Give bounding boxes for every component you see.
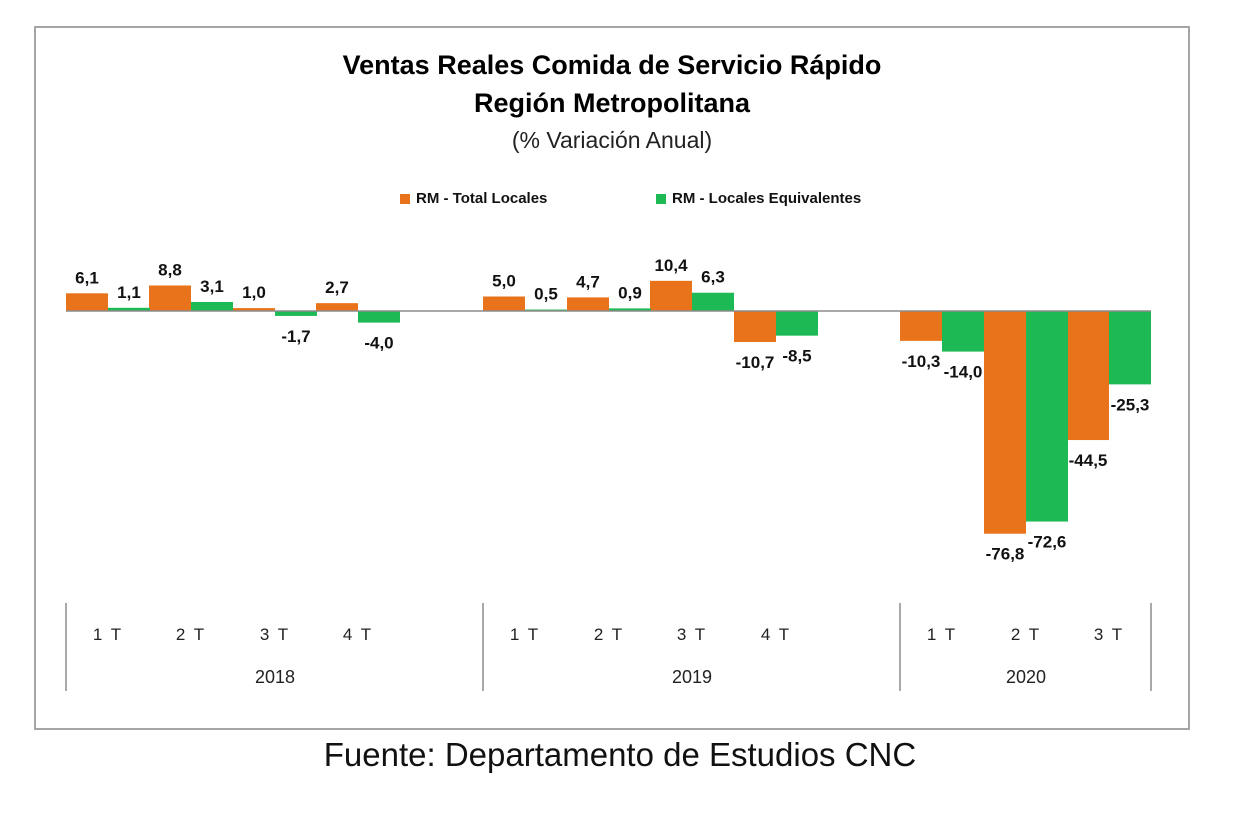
category-label-9: 1 T [927, 625, 957, 644]
data-label-s1-9: -10,3 [902, 352, 941, 371]
source-note: Fuente: Departamento de Estudios CNC [323, 736, 917, 773]
data-label-s2-1: 1,1 [117, 283, 141, 302]
legend-swatch-total-locales [400, 193, 410, 204]
bar-s1-8 [734, 311, 776, 343]
bar-s2-2 [191, 302, 233, 311]
legend-swatch-locales-equivalentes [656, 193, 666, 204]
bar-s1-3 [233, 308, 275, 311]
category-label-5: 1 T [510, 625, 540, 644]
bar-s2-1 [108, 307, 150, 311]
data-label-s1-10: -76,8 [986, 545, 1025, 564]
bar-s2-10 [1026, 311, 1068, 522]
bar-s2-7 [692, 292, 734, 311]
legend-item-locales-equivalentes: RM - Locales Equivalentes [656, 190, 861, 207]
bar-s1-4 [316, 303, 358, 311]
category-label-11: 3 T [1094, 625, 1124, 644]
legend-label-total-locales: RM - Total Locales [416, 190, 548, 207]
bar-s2-9 [942, 311, 984, 352]
year-label-2020: 2020 [1006, 667, 1046, 687]
data-label-s1-3: 1,0 [242, 283, 266, 302]
category-label-6: 2 T [594, 625, 624, 644]
chart-legend: RM - Total Locales RM - Locales Equivale… [0, 190, 1240, 210]
chart-title-block: Ventas Reales Comida de Servicio Rápido … [34, 46, 1190, 158]
data-label-s2-10: -72,6 [1028, 533, 1067, 552]
data-label-s1-11: -44,5 [1069, 451, 1108, 470]
chart-title-line2: Región Metropolitana [474, 88, 750, 118]
data-label-s2-6: 0,9 [618, 283, 642, 302]
bar-s1-9 [900, 311, 942, 341]
legend-label-locales-equivalentes: RM - Locales Equivalentes [672, 190, 862, 207]
category-label-4: 4 T [343, 625, 373, 644]
year-label-2018: 2018 [255, 667, 295, 687]
data-label-s2-3: -1,7 [281, 327, 310, 346]
data-label-s1-2: 8,8 [158, 260, 182, 279]
bar-s1-5 [483, 296, 525, 311]
bar-s2-6 [609, 308, 651, 311]
category-label-7: 3 T [677, 625, 707, 644]
chart-title: Ventas Reales Comida de Servicio Rápido [342, 50, 882, 80]
chart-subtitle: (% Variación Anual) [511, 127, 713, 153]
data-label-s2-5: 0,5 [534, 285, 558, 304]
category-label-10: 2 T [1011, 625, 1041, 644]
category-label-8: 4 T [761, 625, 791, 644]
data-label-s2-8: -8,5 [782, 347, 811, 366]
bar-s1-11 [1067, 311, 1109, 441]
category-label-1: 1 T [93, 625, 123, 644]
data-label-s2-9: -14,0 [944, 363, 983, 382]
data-label-s1-8: -10,7 [736, 353, 775, 372]
data-label-s1-6: 4,7 [576, 272, 600, 291]
data-label-s1-4: 2,7 [325, 278, 349, 297]
data-label-s2-7: 6,3 [701, 268, 725, 287]
bar-s1-7 [650, 280, 692, 311]
bar-s1-1 [66, 293, 108, 311]
data-label-s1-7: 10,4 [654, 256, 688, 275]
data-label-s2-11: -25,3 [1111, 395, 1150, 414]
data-label-s1-5: 5,0 [492, 272, 516, 291]
category-label-3: 3 T [260, 625, 290, 644]
data-label-s2-2: 3,1 [200, 277, 224, 296]
category-label-2: 2 T [176, 625, 206, 644]
chart-plot-area: 6,1 8,8 1,0 2,7 5,0 4,7 10,4 -10,7 -10,3 -76,8 -44… [65, 256, 1152, 691]
legend-item-total-locales: RM - Total Locales [400, 190, 547, 207]
bar-s2-8 [776, 311, 818, 336]
bar-s1-10 [984, 311, 1026, 534]
bar-s1-6 [567, 297, 609, 311]
bar-s2-4 [358, 311, 400, 323]
data-label-s1-1: 6,1 [75, 268, 99, 287]
data-label-s2-4: -4,0 [364, 334, 393, 353]
bar-s2-11 [1109, 311, 1151, 385]
bar-s1-2 [149, 285, 191, 311]
year-label-2019: 2019 [672, 667, 712, 687]
bar-s2-3 [275, 311, 317, 316]
